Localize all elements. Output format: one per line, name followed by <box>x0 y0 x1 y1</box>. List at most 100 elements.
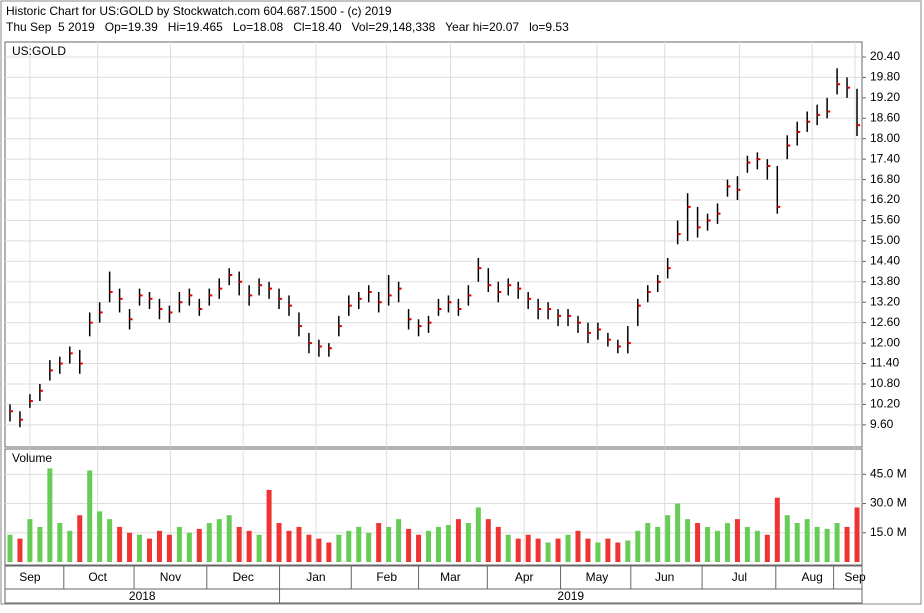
volume-bar <box>7 534 13 562</box>
y-tick-label: 18.00 <box>870 131 900 145</box>
volume-bar <box>356 526 362 562</box>
y-tick-label: 12.00 <box>870 335 900 349</box>
volume-bar <box>675 503 681 562</box>
volume-bar <box>545 542 551 562</box>
volume-bar <box>326 542 332 562</box>
volume-bar <box>137 534 143 562</box>
volume-bar <box>615 542 621 562</box>
volume-bar <box>794 523 800 562</box>
volume-bar <box>47 468 53 562</box>
volume-bar <box>366 532 372 562</box>
volume-bar <box>77 515 83 562</box>
volume-bar <box>97 511 103 562</box>
volume-bar <box>814 526 820 562</box>
volume-bar <box>166 534 172 562</box>
x-tick-label: Sep <box>19 570 41 584</box>
volume-panel <box>4 448 863 566</box>
volume-bar <box>146 538 152 562</box>
volume-bar <box>296 526 302 562</box>
volume-bar <box>87 470 93 562</box>
volume-bar <box>625 540 631 562</box>
panel-label: US:GOLD <box>12 44 66 58</box>
volume-bar <box>27 519 33 562</box>
volume-bar <box>734 519 740 562</box>
volume-bar <box>206 523 212 562</box>
volume-bar <box>266 489 272 562</box>
y-tick-label: 13.80 <box>870 274 900 288</box>
panel-label: Volume <box>12 451 52 465</box>
volume-bar <box>525 534 531 562</box>
year-label: 2019 <box>557 589 584 603</box>
y-tick-label: 30.0 M <box>870 496 907 510</box>
volume-bar <box>376 523 382 562</box>
y-tick-label: 19.20 <box>870 90 900 104</box>
volume-bar <box>475 507 481 562</box>
x-tick-label: Jun <box>655 570 674 584</box>
volume-bar <box>655 526 661 562</box>
volume-bar <box>117 526 123 562</box>
volume-bar <box>286 530 292 562</box>
volume-bar <box>336 534 342 562</box>
volume-bar <box>804 519 810 562</box>
volume-bar <box>156 530 162 562</box>
volume-bar <box>535 538 541 562</box>
x-tick-label: Oct <box>88 570 107 584</box>
volume-bar <box>555 538 561 562</box>
volume-bar <box>665 515 671 562</box>
volume-bar <box>37 526 43 562</box>
y-tick-label: 16.20 <box>870 192 900 206</box>
x-tick-label: Dec <box>232 570 253 584</box>
volume-bar <box>346 530 352 562</box>
volume-bar <box>216 519 222 562</box>
header-title: Historic Chart for US:GOLD by Stockwatch… <box>6 4 392 18</box>
volume-bar <box>256 534 262 562</box>
y-tick-label: 20.40 <box>870 49 900 63</box>
volume-bar <box>744 526 750 562</box>
y-tick-label: 9.60 <box>870 417 894 431</box>
x-tick-label: Jul <box>732 570 747 584</box>
volume-bar <box>595 542 601 562</box>
volume-bar <box>57 523 63 562</box>
volume-bar <box>455 519 461 562</box>
volume-bar <box>386 526 392 562</box>
volume-bar <box>585 538 591 562</box>
volume-bar <box>67 530 73 562</box>
y-tick-label: 18.60 <box>870 110 900 124</box>
x-tick-label: Sep <box>844 570 866 584</box>
volume-bar <box>226 515 232 562</box>
x-tick-label: Nov <box>160 570 181 584</box>
volume-bar <box>396 519 402 562</box>
x-tick-label: Jan <box>306 570 325 584</box>
y-tick-label: 11.40 <box>870 356 899 370</box>
volume-bar <box>445 524 451 562</box>
volume-bar <box>635 530 641 562</box>
volume-bar <box>316 538 322 562</box>
volume-bar <box>844 526 850 562</box>
y-tick-label: 15.0 M <box>870 525 907 539</box>
year-label: 2018 <box>129 589 156 603</box>
volume-bar <box>176 526 182 562</box>
y-tick-label: 10.80 <box>870 376 900 390</box>
volume-bar <box>196 528 202 562</box>
volume-bar <box>645 523 651 562</box>
x-tick-label: Aug <box>801 570 822 584</box>
y-tick-label: 15.60 <box>870 213 900 227</box>
volume-bar <box>715 530 721 562</box>
price-panel <box>4 41 863 448</box>
volume-bar <box>784 515 790 562</box>
volume-bar <box>575 530 581 562</box>
volume-bar <box>834 523 840 562</box>
volume-bar <box>754 530 760 562</box>
y-tick-label: 19.80 <box>870 70 900 84</box>
y-tick-label: 10.20 <box>870 397 900 411</box>
volume-bar <box>306 534 312 562</box>
volume-bar <box>426 530 432 562</box>
volume-bar <box>416 534 422 562</box>
volume-bar <box>435 526 441 562</box>
header-info: Thu Sep 5 2019 Op=19.39 Hi=19.465 Lo=18.… <box>6 20 569 34</box>
volume-bar <box>724 523 730 562</box>
y-tick-label: 16.80 <box>870 172 900 186</box>
volume-bar <box>565 534 571 562</box>
